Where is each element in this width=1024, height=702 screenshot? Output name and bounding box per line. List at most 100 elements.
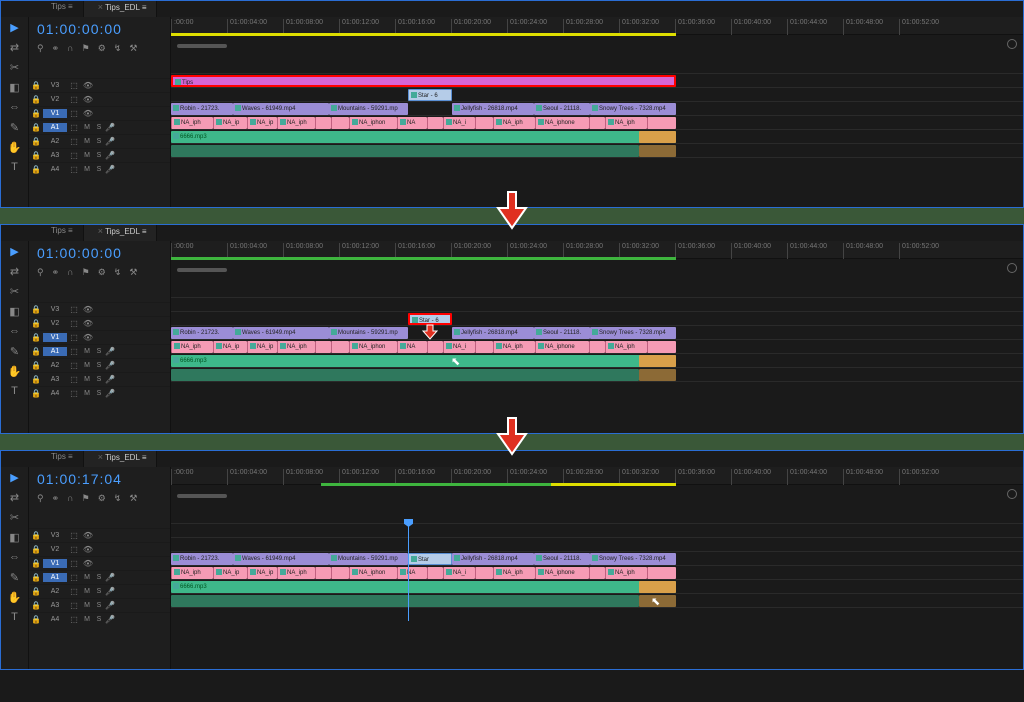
sync-lock-icon[interactable]: ⬚ bbox=[67, 95, 81, 104]
track-label[interactable]: A1 bbox=[43, 347, 67, 356]
wrench-icon[interactable]: ↯ bbox=[114, 267, 122, 278]
fx-icon[interactable]: ⚙ bbox=[98, 493, 106, 504]
timeline-area[interactable]: :00:0001:00:04:0001:00:08:0001:00:12:000… bbox=[171, 17, 1023, 207]
voice-icon[interactable]: 🎤 bbox=[105, 389, 117, 398]
clip-audio[interactable]: NA_i bbox=[443, 117, 475, 129]
clip-audio[interactable] bbox=[589, 341, 605, 353]
sync-lock-icon[interactable]: ⬚ bbox=[67, 389, 81, 398]
clip-audio[interactable] bbox=[331, 567, 349, 579]
clip-music[interactable]: 6666.mp3 bbox=[171, 355, 676, 367]
lock-icon[interactable]: 🔒 bbox=[29, 81, 43, 90]
tool-0[interactable]: ▶ bbox=[8, 471, 22, 485]
track-label[interactable]: V2 bbox=[43, 545, 67, 554]
mute-button[interactable]: M bbox=[81, 362, 93, 369]
lock-icon[interactable]: 🔒 bbox=[29, 305, 43, 314]
track-label[interactable]: V1 bbox=[43, 559, 67, 568]
a4-lane[interactable] bbox=[171, 157, 1023, 171]
sync-lock-icon[interactable]: ⬚ bbox=[67, 319, 81, 328]
track-label[interactable]: A2 bbox=[43, 587, 67, 596]
voice-icon[interactable]: 🎤 bbox=[105, 361, 117, 370]
lock-icon[interactable]: 🔒 bbox=[29, 95, 43, 104]
clip-audio[interactable]: NA_iph bbox=[171, 341, 213, 353]
eye-icon[interactable]: 👁 bbox=[81, 109, 95, 118]
tab-Tips_EDL[interactable]: × Tips_EDL ≡ bbox=[84, 1, 158, 17]
clip-audio[interactable] bbox=[427, 341, 443, 353]
eye-icon[interactable]: 👁 bbox=[81, 81, 95, 90]
track-header-a3[interactable]: 🔒 A3 ⬚ M S 🎤 bbox=[29, 148, 170, 162]
voice-icon[interactable]: 🎤 bbox=[105, 151, 117, 160]
voice-icon[interactable]: 🎤 bbox=[105, 347, 117, 356]
tool-0[interactable]: ▶ bbox=[8, 21, 22, 35]
lock-icon[interactable]: 🔒 bbox=[29, 531, 43, 540]
clip-audio[interactable]: NA_iphon bbox=[349, 117, 397, 129]
mute-button[interactable]: M bbox=[81, 166, 93, 173]
lock-icon[interactable]: 🔒 bbox=[29, 375, 43, 384]
eye-icon[interactable]: 👁 bbox=[81, 531, 95, 540]
track-header-v1[interactable]: 🔒 V1 ⬚ 👁 bbox=[29, 556, 170, 570]
sync-lock-icon[interactable]: ⬚ bbox=[67, 109, 81, 118]
clip-audio[interactable]: NA_iph bbox=[493, 341, 535, 353]
track-header-v1[interactable]: 🔒 V1 ⬚ 👁 bbox=[29, 106, 170, 120]
voice-icon[interactable]: 🎤 bbox=[105, 587, 117, 596]
clip-audio[interactable]: NA_iph bbox=[605, 117, 647, 129]
clip-audio[interactable]: NA_iphone bbox=[535, 341, 589, 353]
tab-Tips_EDL[interactable]: × Tips_EDL ≡ bbox=[84, 225, 158, 241]
sync-lock-icon[interactable]: ⬚ bbox=[67, 531, 81, 540]
lock-icon[interactable]: 🔒 bbox=[29, 123, 43, 132]
clip-audio[interactable]: NA bbox=[397, 117, 427, 129]
tool-1[interactable]: ⇄ bbox=[8, 41, 22, 55]
sync-lock-icon[interactable]: ⬚ bbox=[67, 615, 81, 624]
clip-audio[interactable]: NA_iph bbox=[277, 341, 315, 353]
v3-lane[interactable]: Tips bbox=[171, 73, 1023, 87]
clip-video[interactable]: Snowy Trees - 7328.mp4 bbox=[590, 327, 676, 339]
clip-video[interactable]: Waves - 61949.mp4 bbox=[233, 553, 329, 565]
clip-video[interactable]: Waves - 61949.mp4 bbox=[233, 103, 329, 115]
zoom-scroll[interactable] bbox=[171, 491, 1023, 501]
v1-lane[interactable]: Robin - 21723.Waves - 61949.mp4Mountains… bbox=[171, 101, 1023, 115]
tool-2[interactable]: ✂ bbox=[8, 61, 22, 75]
clip-video[interactable]: Mountains - 59291.mp bbox=[329, 553, 408, 565]
clip-video[interactable]: Robin - 21723. bbox=[171, 553, 233, 565]
sync-lock-icon[interactable]: ⬚ bbox=[67, 545, 81, 554]
settings-icon[interactable]: ⚒ bbox=[129, 43, 137, 54]
clip-audio[interactable]: NA_iphone bbox=[535, 567, 589, 579]
tool-3[interactable]: ◧ bbox=[8, 81, 22, 95]
lock-icon[interactable]: 🔒 bbox=[29, 165, 43, 174]
v2-lane[interactable]: Star - 6 bbox=[171, 311, 1023, 325]
eye-icon[interactable]: 👁 bbox=[81, 545, 95, 554]
voice-icon[interactable]: 🎤 bbox=[105, 573, 117, 582]
clip-video[interactable]: Snowy Trees - 7328.mp4 bbox=[590, 103, 676, 115]
time-ruler[interactable]: :00:0001:00:04:0001:00:08:0001:00:12:000… bbox=[171, 241, 1023, 259]
voice-icon[interactable]: 🎤 bbox=[105, 375, 117, 384]
v3-lane[interactable] bbox=[171, 297, 1023, 311]
a3-lane[interactable] bbox=[171, 593, 1023, 607]
clip-video[interactable]: Jellyfish - 26818.mp4 bbox=[452, 553, 534, 565]
wrench-icon[interactable]: ↯ bbox=[114, 43, 122, 54]
clip-video[interactable]: Robin - 21723. bbox=[171, 327, 233, 339]
track-label[interactable]: A4 bbox=[43, 615, 67, 624]
snap-icon[interactable]: ⚲ bbox=[37, 493, 44, 504]
clip-audio[interactable] bbox=[331, 341, 349, 353]
voice-icon[interactable]: 🎤 bbox=[105, 165, 117, 174]
track-header-a2[interactable]: 🔒 A2 ⬚ M S 🎤 bbox=[29, 358, 170, 372]
tool-4[interactable]: ⇔ bbox=[8, 101, 22, 115]
clip-audio[interactable] bbox=[589, 567, 605, 579]
track-header-v2[interactable]: 🔒 V2 ⬚ 👁 bbox=[29, 542, 170, 556]
tool-6[interactable]: ✋ bbox=[8, 365, 22, 379]
sync-lock-icon[interactable]: ⬚ bbox=[67, 347, 81, 356]
clip-audio[interactable]: NA bbox=[397, 341, 427, 353]
clip-video[interactable]: Snowy Trees - 7328.mp4 bbox=[590, 553, 676, 565]
eye-icon[interactable]: 👁 bbox=[81, 319, 95, 328]
fx-icon[interactable]: ⚙ bbox=[98, 43, 106, 54]
tool-6[interactable]: ✋ bbox=[8, 591, 22, 605]
clip-music-end[interactable] bbox=[639, 581, 676, 593]
link-icon[interactable]: ⚭ bbox=[52, 43, 60, 54]
sync-lock-icon[interactable]: ⬚ bbox=[67, 587, 81, 596]
clip-audio[interactable]: NA_iph bbox=[493, 117, 535, 129]
snap-icon[interactable]: ⚲ bbox=[37, 267, 44, 278]
track-label[interactable]: A2 bbox=[43, 361, 67, 370]
clip-audio[interactable] bbox=[647, 117, 676, 129]
mute-button[interactable]: M bbox=[81, 376, 93, 383]
tool-7[interactable]: T bbox=[8, 385, 22, 399]
tool-3[interactable]: ◧ bbox=[8, 305, 22, 319]
